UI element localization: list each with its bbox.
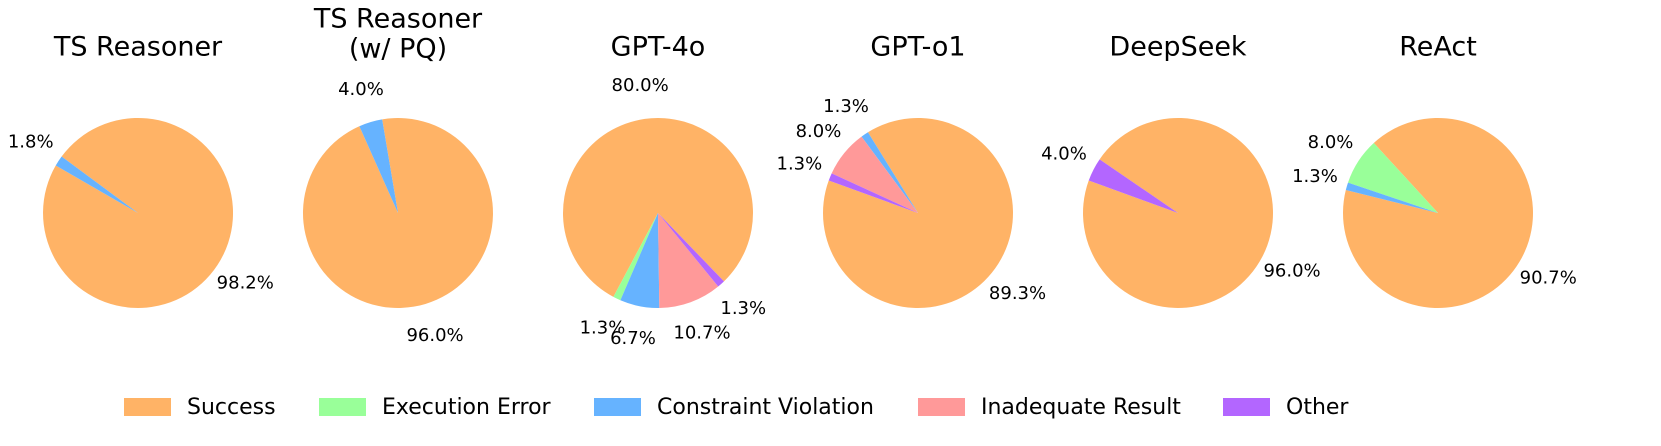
legend-item-inadequate-result: Inadequate Result bbox=[918, 395, 1181, 420]
legend-label: Success bbox=[187, 395, 276, 420]
pie-pct-label: 1.8% bbox=[8, 132, 54, 153]
pie-chart-4: DeepSeek 96.0% 4.0% bbox=[1041, 32, 1321, 308]
legend-swatch bbox=[1223, 398, 1270, 416]
pie-slice-other bbox=[1088, 159, 1178, 213]
pie-title: TS Reasoner bbox=[53, 32, 223, 63]
pie-slice-execution-error bbox=[1348, 142, 1438, 213]
pie-slice-success bbox=[302, 118, 493, 309]
pie-title: GPT-4o bbox=[611, 32, 706, 63]
pie-pct-label: 1.3% bbox=[580, 318, 626, 339]
pie-chart-1: TS Reasoner(w/ PQ) 96.0% 4.0% bbox=[302, 4, 493, 346]
pie-slice-success bbox=[43, 117, 234, 308]
legend-label: Inadequate Result bbox=[981, 395, 1181, 420]
legend: Success Execution Error Constraint Violati… bbox=[124, 395, 1349, 420]
pie-pct-label: 80.0% bbox=[612, 75, 669, 96]
pie-slice-success bbox=[823, 117, 1014, 308]
pie-slice-success bbox=[563, 118, 754, 297]
legend-label: Other bbox=[1286, 395, 1349, 420]
pie-pct-label: 96.0% bbox=[1263, 261, 1320, 282]
legend-item-other: Other bbox=[1223, 395, 1349, 420]
pie-pct-label: 8.0% bbox=[1308, 132, 1354, 153]
pie-title: TS Reasoner bbox=[313, 4, 483, 35]
pie-slice-inadequate-result bbox=[831, 136, 918, 213]
pie-pct-label: 96.0% bbox=[406, 325, 463, 346]
pie-chart-5: ReAct 90.7% 8.0% 1.3% bbox=[1292, 32, 1577, 308]
pie-pct-label: 1.3% bbox=[823, 96, 869, 117]
pie-pct-label: 1.3% bbox=[1292, 166, 1338, 187]
pie-pct-label: 90.7% bbox=[1520, 268, 1577, 289]
pie-slice-success bbox=[1083, 117, 1274, 308]
pie-slice-constraint-violation bbox=[1345, 182, 1438, 213]
pie-pct-label: 6.7% bbox=[610, 328, 656, 349]
pie-title: GPT-o1 bbox=[870, 32, 965, 63]
pie-pct-label: 4.0% bbox=[1041, 143, 1087, 164]
pie-slice-constraint-violation bbox=[620, 213, 660, 308]
pie-title: DeepSeek bbox=[1109, 32, 1247, 63]
pie-title: (w/ PQ) bbox=[349, 34, 447, 65]
legend-label: Execution Error bbox=[382, 395, 552, 420]
pie-slice-other bbox=[658, 213, 724, 287]
pie-title: ReAct bbox=[1399, 32, 1477, 63]
pie-slice-constraint-violation bbox=[861, 132, 918, 213]
pie-pct-label: 1.3% bbox=[777, 153, 823, 174]
pie-slice-inadequate-result bbox=[658, 213, 719, 308]
pie-pct-label: 89.3% bbox=[989, 283, 1046, 304]
legend-swatch bbox=[319, 398, 366, 416]
pie-chart-0: TS Reasoner 98.2% 1.8% bbox=[8, 32, 274, 308]
legend-swatch bbox=[918, 398, 965, 416]
pie-slice-success bbox=[1343, 117, 1534, 308]
pie-pct-label: 1.3% bbox=[720, 298, 766, 319]
pie-pct-label: 98.2% bbox=[217, 272, 274, 293]
legend-swatch bbox=[594, 398, 641, 416]
pie-slice-constraint-violation bbox=[359, 119, 398, 213]
legend-item-execution-error: Execution Error bbox=[319, 395, 552, 420]
pie-pct-label: 4.0% bbox=[338, 79, 384, 100]
pie-slice-other bbox=[828, 173, 918, 213]
legend-item-constraint-violation: Constraint Violation bbox=[594, 395, 874, 420]
pie-slice-execution-error bbox=[613, 213, 658, 301]
legend-item-success: Success bbox=[124, 395, 276, 420]
pie-chart-3: GPT-o1 89.3% 1.3% 8.0% 1.3% bbox=[777, 32, 1046, 308]
legend-swatch bbox=[124, 398, 171, 416]
pie-slice-constraint-violation bbox=[55, 156, 139, 213]
legend-label: Constraint Violation bbox=[657, 395, 874, 420]
pie-pct-label: 8.0% bbox=[796, 121, 842, 142]
pie-pct-label: 10.7% bbox=[673, 322, 730, 343]
